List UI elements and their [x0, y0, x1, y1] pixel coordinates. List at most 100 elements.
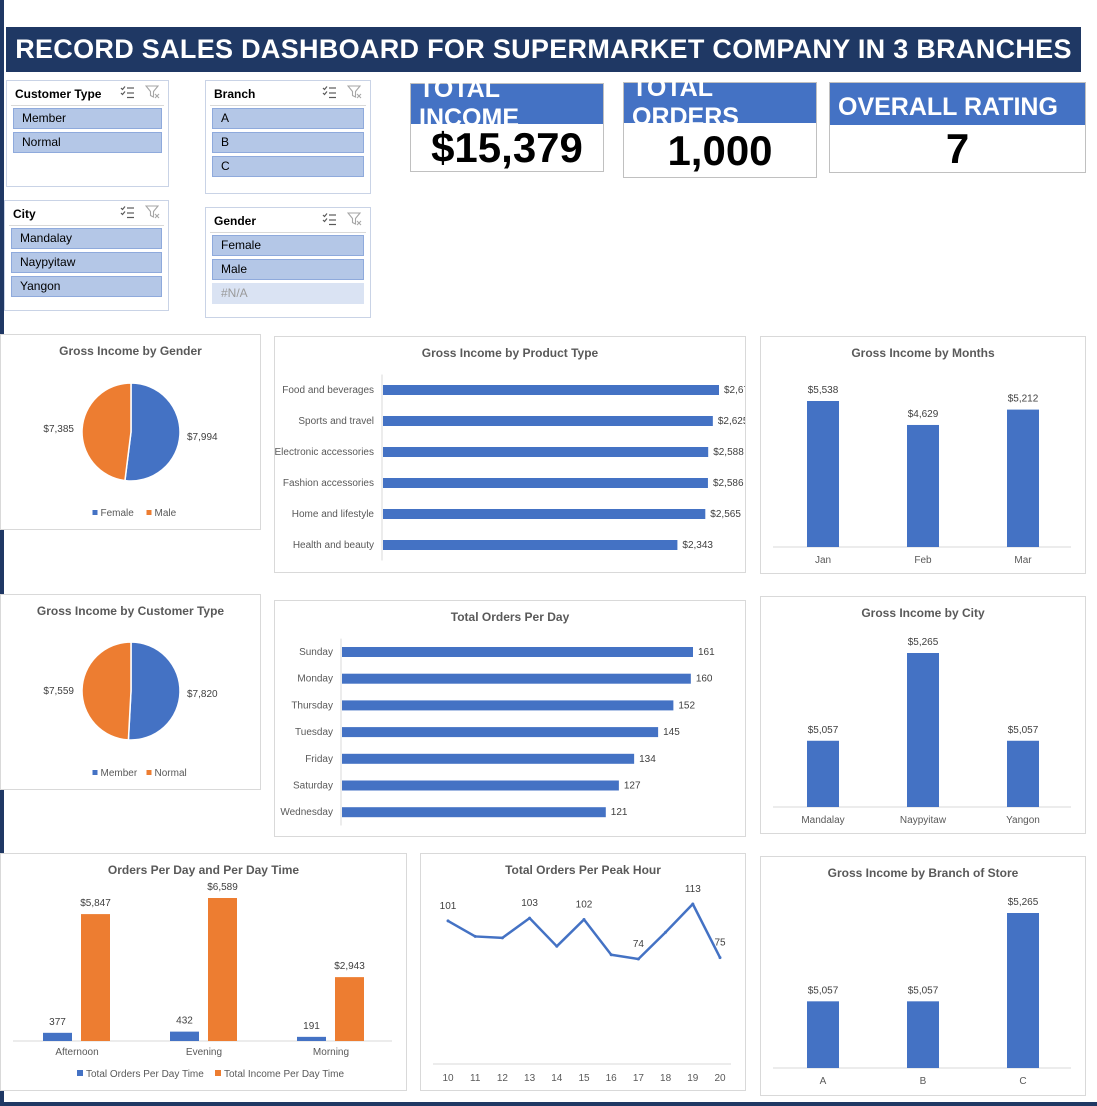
- bar-5: [342, 753, 635, 764]
- category-label-5: Home and lifestyle: [292, 509, 375, 520]
- slicer-item-customer-type-2[interactable]: Normal: [13, 132, 162, 153]
- line-point-16: [609, 953, 613, 957]
- slicer-item-gender-3[interactable]: #N/A: [212, 283, 364, 304]
- column-b: [907, 1001, 939, 1068]
- customer-pie-panel: Gross Income by Customer Type $7,820 $7,55…: [0, 594, 261, 790]
- chart-title: Gross Income by Gender: [59, 344, 202, 358]
- gender-pie-panel: Gross Income by Gender $7,994 $7,385 Female…: [0, 334, 261, 530]
- slicer-item-branch-1[interactable]: A: [212, 108, 364, 129]
- total-income-value: $15,379: [431, 124, 583, 171]
- data-label-naypyitaw: $5,265: [908, 637, 939, 648]
- legend-label-member: Member: [101, 768, 138, 779]
- column-c: [1007, 913, 1039, 1068]
- bar-1: [342, 647, 693, 657]
- slicer-divider: [9, 225, 164, 226]
- bar-5: [383, 509, 706, 519]
- bar-1: [383, 385, 719, 395]
- legend-swatch-member: [92, 770, 98, 775]
- chart-title: Gross Income by Months: [851, 346, 995, 360]
- category-label-1: Food and beverages: [282, 385, 374, 396]
- slicer-item-branch-3[interactable]: C: [212, 156, 364, 177]
- product-bar-panel: Gross Income by Product Type Food and bev…: [274, 336, 746, 573]
- days-bar-panel: Total Orders Per Day Sunday 161 Monday 160 Th…: [274, 600, 746, 837]
- data-label-7: 121: [611, 807, 628, 818]
- slicer-divider: [11, 105, 164, 106]
- multi-select-icon[interactable]: [120, 205, 135, 219]
- clear-filter-icon[interactable]: [347, 212, 362, 226]
- category-label-7: Wednesday: [280, 807, 333, 818]
- data-label-1: $2,674: [724, 385, 745, 396]
- slicer-item-city-3[interactable]: Yangon: [11, 276, 162, 297]
- legend-swatch-female: [92, 510, 98, 515]
- data-label-3: $2,588: [713, 447, 744, 458]
- category-label-feb: Feb: [914, 555, 932, 566]
- column-afternoon-series-2: [81, 914, 110, 1041]
- category-label-5: Friday: [305, 754, 333, 765]
- column-mar: [1007, 409, 1039, 547]
- slicer-icons: [322, 212, 362, 226]
- total-orders-card: TOTAL ORDERS 1,000: [623, 74, 817, 178]
- data-label-mandalay: $5,057: [808, 725, 839, 736]
- x-tick-16: 16: [606, 1073, 618, 1084]
- bar-4: [383, 478, 708, 488]
- data-label-morning-series-1: 191: [303, 1021, 320, 1032]
- pie-label-male: $7,385: [43, 424, 74, 435]
- slicer-item-gender-2[interactable]: Male: [212, 259, 364, 280]
- branch-slicer-header: Branch: [214, 87, 256, 101]
- data-label-jan: $5,538: [808, 385, 839, 396]
- data-label-6: $2,343: [682, 540, 713, 551]
- line-point-10: [446, 919, 450, 923]
- bar-2: [342, 673, 691, 684]
- multi-select-icon[interactable]: [120, 85, 135, 99]
- branch-slicer: Branch A B C: [205, 80, 371, 194]
- column-a: [807, 1001, 839, 1068]
- slicer-item-branch-2[interactable]: B: [212, 132, 364, 153]
- hours-line-panel: Total Orders Per Peak Hour 101 10 11 12 103 13…: [420, 853, 746, 1091]
- category-label-b: B: [920, 1076, 927, 1087]
- city-slicer-header: City: [13, 207, 36, 221]
- clear-filter-icon[interactable]: [145, 205, 160, 219]
- category-label-naypyitaw: Naypyitaw: [900, 815, 947, 826]
- dashboard-frame-bottom: [0, 1102, 1097, 1106]
- slicer-item-gender-1[interactable]: Female: [212, 235, 364, 256]
- branch-column-panel: Gross Income by Branch of Store $5,057 A $5…: [760, 856, 1086, 1096]
- data-label-20: 75: [714, 938, 726, 949]
- category-label-c: C: [1019, 1076, 1026, 1087]
- data-label-afternoon-series-1: 377: [49, 1017, 66, 1028]
- column-evening-series-2: [208, 898, 237, 1041]
- column-yangon: [1007, 740, 1039, 807]
- chart-title: Total Orders Per Peak Hour: [505, 863, 661, 877]
- column-jan: [807, 401, 839, 547]
- x-tick-17: 17: [633, 1073, 645, 1084]
- line-point-20: [718, 956, 722, 960]
- total-income-card: TOTAL INCOME $15,379: [410, 75, 604, 172]
- data-label-5: 134: [639, 754, 656, 765]
- data-label-c: $5,265: [1008, 897, 1039, 908]
- pie-slice-normal: [81, 641, 132, 741]
- customer-type-slicer: Customer Type Member Normal: [6, 80, 169, 187]
- gender-slicer: Gender Female Male #N/A: [205, 207, 371, 318]
- data-label-morning-series-2: $2,943: [334, 961, 365, 972]
- dashboard-title: RECORD SALES DASHBOARD FOR SUPERMARKET C…: [6, 27, 1081, 72]
- slicer-divider: [210, 232, 366, 233]
- clear-filter-icon[interactable]: [145, 85, 160, 99]
- category-label-jan: Jan: [815, 555, 831, 566]
- overall-rating-label: OVERALL RATING: [830, 83, 1085, 125]
- column-morning-series-1: [297, 1036, 326, 1041]
- category-label-1: Sunday: [299, 647, 333, 658]
- slicer-item-city-1[interactable]: Mandalay: [11, 228, 162, 249]
- x-tick-10: 10: [442, 1073, 454, 1084]
- slicer-item-customer-type-1[interactable]: Member: [13, 108, 162, 129]
- category-label-morning: Morning: [313, 1047, 349, 1058]
- slicer-item-city-2[interactable]: Naypyitaw: [11, 252, 162, 273]
- legend-swatch-series-2: [215, 1070, 221, 1076]
- slicer-divider: [210, 105, 366, 106]
- line-point-13: [528, 916, 532, 920]
- bar-3: [383, 447, 709, 457]
- multi-select-icon[interactable]: [322, 85, 337, 99]
- column-feb: [907, 424, 939, 547]
- data-label-feb: $4,629: [908, 409, 939, 420]
- clear-filter-icon[interactable]: [347, 85, 362, 99]
- gender-slicer-header: Gender: [214, 214, 257, 228]
- multi-select-icon[interactable]: [322, 212, 337, 226]
